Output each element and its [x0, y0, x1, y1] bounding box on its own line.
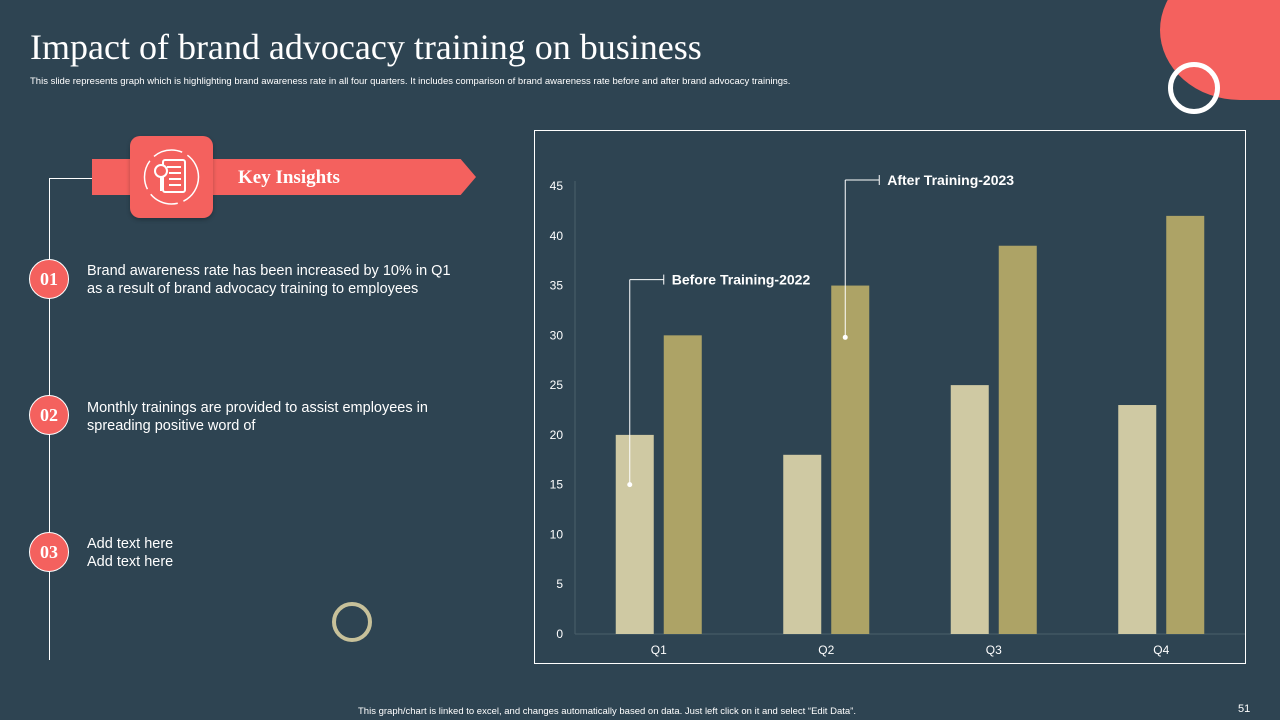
insight-number-1: 01 — [29, 259, 69, 299]
callout-dot — [842, 334, 848, 340]
footer-note: This graph/chart is linked to excel, and… — [358, 706, 856, 717]
bar-before-q4 — [1118, 405, 1157, 634]
bar-chart: 0 5 10 15 20 25 30 35 40 45 Q1 Q2 Q3 Q4 Before Trainin… — [550, 172, 1245, 657]
chart-frame: 0 5 10 15 20 25 30 35 40 45 Q1 Q2 Q3 Q4 Before Trainin… — [534, 130, 1246, 664]
y-tick-label: 0 — [556, 627, 563, 641]
y-tick-label: 30 — [550, 328, 564, 342]
y-tick-label: 15 — [550, 478, 564, 492]
bar-after-q3 — [998, 245, 1037, 634]
key-insights-label: Key Insights — [238, 167, 340, 188]
page-title: Impact of brand advocacy training on bus… — [30, 27, 702, 67]
x-tick-label: Q2 — [818, 643, 834, 657]
bar-before-q1 — [615, 434, 654, 634]
bar-after-q2 — [831, 285, 870, 634]
y-tick-label: 40 — [550, 229, 564, 243]
insight-text-2: Monthly trainings are provided to assist… — [87, 400, 428, 434]
insight-text-1: Brand awareness rate has been increased … — [87, 263, 451, 297]
timeline-connector — [49, 178, 93, 179]
insight-number-3: 03 — [29, 532, 69, 572]
bar-before-q2 — [783, 454, 822, 634]
x-tick-label: Q4 — [1153, 643, 1169, 657]
checklist-document-icon — [143, 149, 200, 205]
y-tick-label: 5 — [556, 577, 563, 591]
insights-icon-box — [130, 136, 213, 218]
x-tick-label: Q3 — [986, 643, 1002, 657]
y-tick-label: 10 — [550, 527, 564, 541]
y-tick-label: 35 — [550, 279, 564, 293]
bar-after-q4 — [1166, 215, 1205, 634]
page-subtitle: This slide represents graph which is hig… — [30, 76, 791, 87]
bar-before-q3 — [950, 385, 989, 634]
insight-text-3: Add text here Add text here — [87, 536, 174, 570]
x-tick-label: Q1 — [651, 643, 667, 657]
y-tick-label: 20 — [550, 428, 564, 442]
bar-after-q1 — [663, 335, 702, 634]
decorative-ring-small — [332, 602, 372, 642]
y-tick-label: 45 — [550, 179, 564, 193]
legend-before-training: Before Training-2022 — [672, 272, 811, 288]
y-tick-label: 25 — [550, 378, 564, 392]
insight-number-2: 02 — [29, 395, 69, 435]
legend-after-training: After Training-2023 — [887, 172, 1014, 188]
page-number: 51 — [1238, 703, 1251, 715]
decorative-ring — [1168, 62, 1220, 114]
